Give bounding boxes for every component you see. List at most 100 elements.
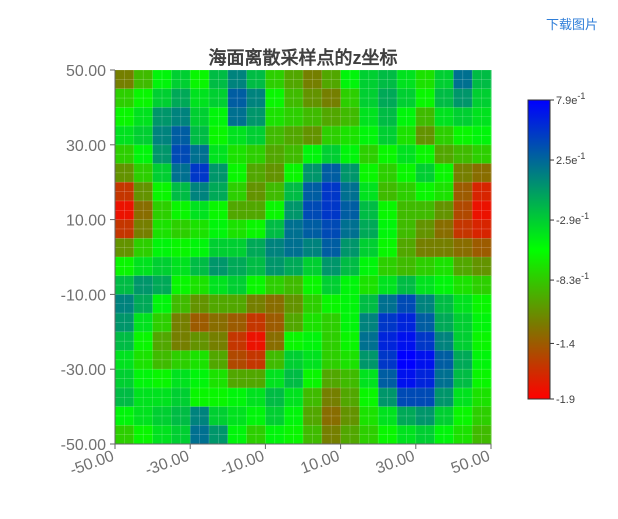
heatmap-grid [114,69,492,445]
heatmap-cell [340,163,360,183]
heatmap-cell [227,126,248,146]
heatmap-cell [378,387,398,408]
colorbar-tick-label: -2.9e-1 [556,211,589,227]
heatmap-cell [453,88,473,108]
heatmap-cell [415,369,436,389]
heatmap-cell [434,144,454,164]
heatmap-cell [472,406,492,426]
heatmap-cell [190,313,210,333]
heatmap-cell [415,163,436,183]
heatmap-cell [340,219,360,239]
heatmap-cell [340,238,360,258]
heatmap-cell [378,294,398,314]
heatmap-cell [453,144,473,164]
heatmap-cell [133,313,154,333]
heatmap-cell [133,182,154,202]
heatmap-cell [321,70,342,90]
heatmap-cell [152,238,172,258]
heatmap-cell [303,313,323,333]
heatmap-cell [321,387,342,408]
heatmap-cell [115,313,135,333]
heatmap-cell [152,182,172,202]
heatmap-cell [359,294,379,314]
heatmap-cell [133,219,154,239]
heatmap-cell [152,219,172,239]
download-image-button[interactable]: 下载图片 [545,17,598,32]
heatmap-cell [284,331,304,351]
heatmap-cell [321,294,342,314]
heatmap-cell [152,350,172,370]
heatmap-cell [246,107,266,127]
heatmap-cell [359,275,379,295]
heatmap-cell [434,219,454,239]
heatmap-cell [397,163,417,183]
heatmap-cell [133,294,154,314]
heatmap-cell [209,182,229,202]
heatmap-cell [453,107,473,127]
heatmap-cell [171,369,191,389]
heatmap-cell [359,387,379,408]
x-tick-label: -30.00 [143,448,192,480]
heatmap-cell [171,331,191,351]
heatmap-cell [133,350,154,370]
heatmap-cell [227,219,248,239]
heatmap-cell [397,387,417,408]
heatmap-cell [378,406,398,426]
heatmap-cell [152,369,172,389]
heatmap-cell [171,350,191,370]
heatmap-cell [359,238,379,258]
heatmap-cell [359,313,379,333]
heatmap-cell [378,200,398,221]
heatmap-cell [472,126,492,146]
heatmap-cell [284,369,304,389]
heatmap-cell [227,294,248,314]
heatmap-cell [378,313,398,333]
heatmap-cell [321,350,342,370]
heatmap-cell [190,182,210,202]
heatmap-cell [415,88,436,108]
heatmap-cell [246,387,266,408]
heatmap-cell [265,144,285,164]
heatmap-cell [227,70,248,90]
heatmap-cell [227,313,248,333]
heatmap-cell [321,219,342,239]
heatmap-cell [209,88,229,108]
heatmap-cell [284,126,304,146]
heatmap-cell [321,425,342,445]
heatmap-cell [321,126,342,146]
heatmap-cell [472,275,492,295]
heatmap-cell [359,257,379,277]
heatmap-cell [397,70,417,90]
heatmap-cell [284,406,304,426]
heatmap-cell [472,219,492,239]
heatmap-cell [152,406,172,426]
heatmap-cell [246,70,266,90]
heatmap-cell [415,238,436,258]
heatmap-cell [303,70,323,90]
heatmap-cell [472,350,492,370]
heatmap-cell [472,257,492,277]
heatmap-cell [303,387,323,408]
heatmap-cells [115,70,492,445]
heatmap-cell [227,387,248,408]
heatmap-cell [246,313,266,333]
heatmap-cell [284,182,304,202]
heatmap-cell [397,406,417,426]
heatmap-cell [359,369,379,389]
heatmap-cell [265,425,285,445]
heatmap-cell [171,275,191,295]
heatmap-cell [472,369,492,389]
heatmap-cell [115,182,135,202]
x-tick-label: 10.00 [299,448,343,478]
heatmap-cell [265,126,285,146]
heatmap-cell [133,163,154,183]
heatmap-cell [340,425,360,445]
heatmap-cell [434,70,454,90]
heatmap-cell [359,107,379,127]
heatmap-cell [171,200,191,221]
heatmap-cell [246,163,266,183]
heatmap-cell [378,88,398,108]
heatmap-cell [321,200,342,221]
heatmap-cell [209,275,229,295]
